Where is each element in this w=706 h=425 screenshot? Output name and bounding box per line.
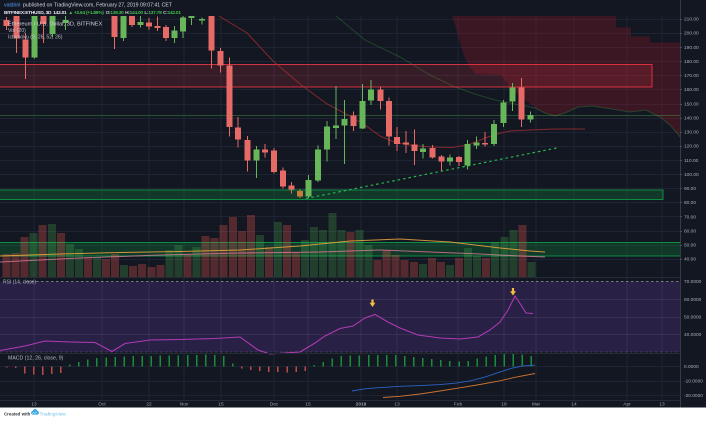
- svg-text:180.00: 180.00: [684, 59, 699, 65]
- svg-text:100.00: 100.00: [684, 172, 699, 178]
- svg-text:40.0000: 40.0000: [684, 332, 702, 338]
- svg-text:50.00: 50.00: [684, 243, 696, 249]
- svg-text:13: 13: [394, 402, 400, 408]
- svg-text:Vol (20): Vol (20): [8, 28, 26, 34]
- svg-text:90.00: 90.00: [684, 186, 696, 192]
- svg-text:TradingView: TradingView: [40, 411, 67, 417]
- svg-text:-10.0000: -10.0000: [684, 379, 703, 385]
- svg-text:14: 14: [571, 402, 577, 408]
- svg-text:70.00: 70.00: [684, 214, 696, 220]
- svg-text:210.00: 210.00: [684, 17, 699, 23]
- svg-text:15: 15: [305, 402, 311, 408]
- svg-text:170.00: 170.00: [684, 73, 699, 79]
- svg-text:22: 22: [146, 402, 152, 408]
- svg-text:130.00: 130.00: [684, 130, 699, 136]
- svg-text:200.00: 200.00: [684, 31, 699, 37]
- svg-text:Mar: Mar: [532, 402, 541, 408]
- svg-text:13: 13: [31, 402, 37, 408]
- svg-text:0.0000: 0.0000: [684, 364, 699, 370]
- svg-text:15: 15: [218, 402, 224, 408]
- svg-text:valdrinl: valdrinl: [4, 3, 20, 9]
- svg-text:60.0000: 60.0000: [684, 297, 702, 303]
- svg-text:Dec: Dec: [270, 402, 279, 408]
- svg-text:Nov: Nov: [180, 402, 189, 408]
- svg-text:Ichimoku (9, 26, 52, 26): Ichimoku (9, 26, 52, 26): [8, 35, 63, 41]
- svg-text:40.00: 40.00: [684, 257, 696, 263]
- svg-text:13: 13: [659, 402, 665, 408]
- svg-text:60.00: 60.00: [684, 228, 696, 234]
- svg-text:Ethereum / U.S. Dollar, 3D, BI: Ethereum / U.S. Dollar, 3D, BITFINEX: [8, 22, 102, 28]
- svg-text:70.0000: 70.0000: [684, 279, 702, 285]
- svg-text:110.00: 110.00: [684, 158, 699, 164]
- svg-text:Created with: Created with: [4, 411, 31, 416]
- svg-text:160.00: 160.00: [684, 87, 699, 93]
- svg-text:published on TradingView.com,: published on TradingView.com, February 2…: [23, 3, 173, 9]
- svg-text:RSI (14, close): RSI (14, close): [3, 280, 36, 286]
- svg-text:Oct: Oct: [98, 402, 106, 408]
- svg-text:150.00: 150.00: [684, 101, 699, 107]
- svg-text:80.00: 80.00: [684, 200, 696, 206]
- svg-text:190.00: 190.00: [684, 45, 699, 51]
- svg-text:Feb: Feb: [454, 402, 463, 408]
- svg-text:-20.0000: -20.0000: [684, 393, 703, 399]
- svg-text:Apr: Apr: [623, 402, 631, 408]
- svg-text:MACD (12, 26, close, 9): MACD (12, 26, close, 9): [8, 356, 64, 362]
- svg-text:18: 18: [501, 402, 507, 408]
- svg-text:2019: 2019: [356, 402, 367, 408]
- svg-text:140.00: 140.00: [684, 115, 699, 121]
- svg-text:50.0000: 50.0000: [684, 315, 702, 321]
- svg-text:120.00: 120.00: [684, 144, 699, 150]
